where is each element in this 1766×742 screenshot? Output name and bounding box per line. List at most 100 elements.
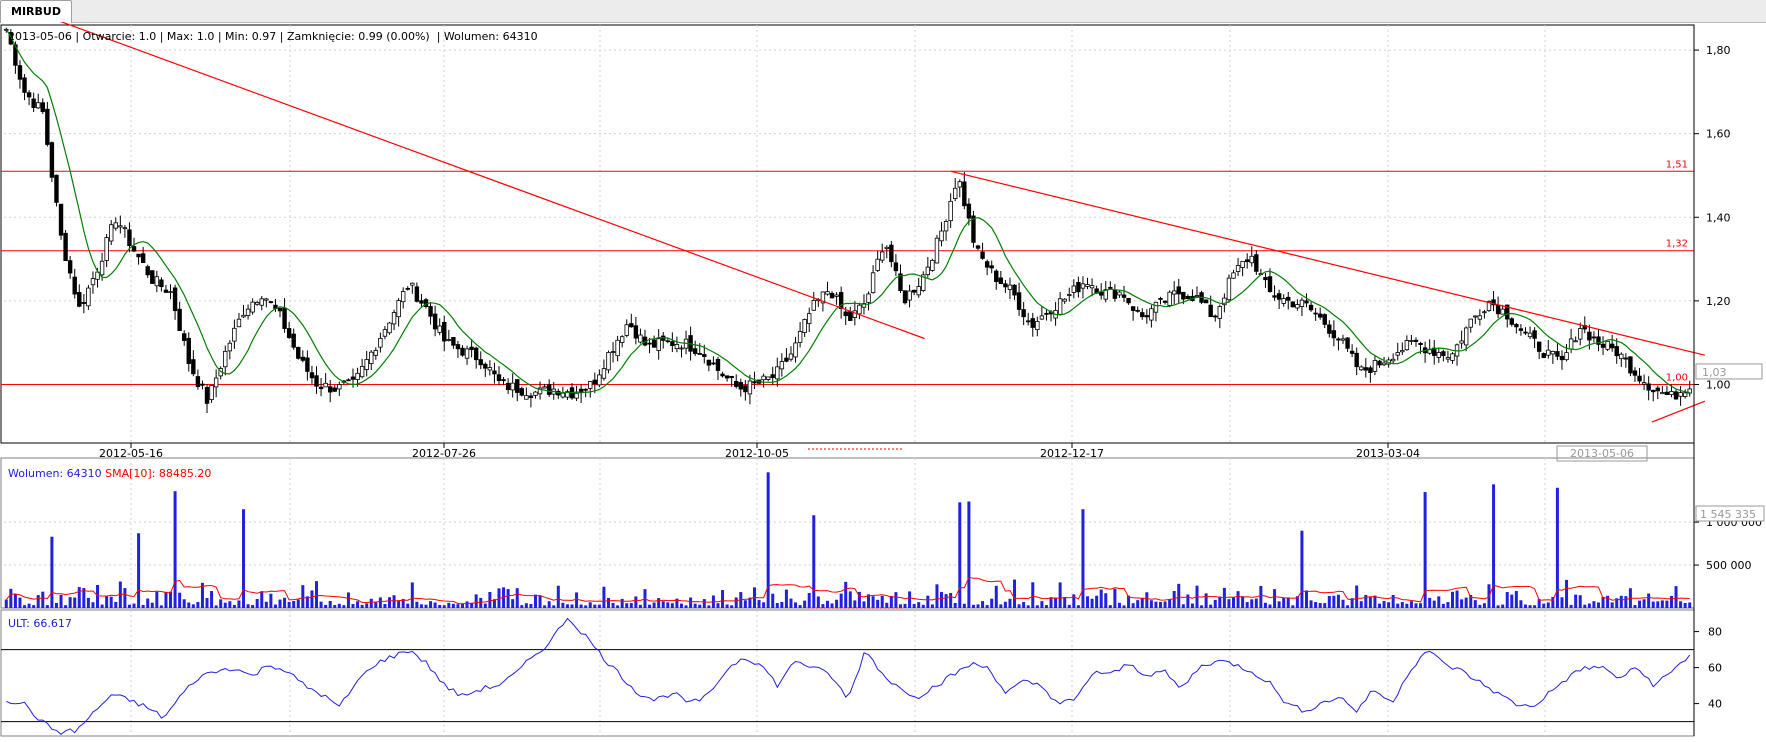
volume-bar: [552, 605, 556, 608]
chart-svg[interactable]: 1,511,321,00 1,801,601,401,201,001 000 0…: [0, 16, 1766, 738]
candle-down: [314, 375, 319, 387]
price-tick-label: 1,20: [1706, 295, 1731, 308]
volume-bar: [141, 604, 145, 608]
candle-down: [1016, 292, 1022, 310]
volume-bar: [114, 601, 118, 608]
candle-up: [1546, 349, 1551, 356]
candle-down: [1655, 387, 1660, 392]
candle-down: [515, 379, 520, 393]
candle-up: [1089, 285, 1095, 289]
candle-down: [1587, 331, 1592, 341]
candle-up: [99, 260, 105, 276]
volume-bar: [1204, 593, 1208, 608]
candle-up: [1477, 315, 1483, 320]
candle-down: [1673, 391, 1679, 400]
volume-bar: [940, 591, 944, 608]
volume-bar: [305, 596, 309, 608]
volume-bar: [150, 602, 154, 608]
volume-bar: [1058, 582, 1062, 608]
volume-bar: [784, 589, 788, 608]
candle-up: [1404, 340, 1410, 351]
volume-bar: [830, 603, 834, 608]
candle-down: [1021, 309, 1026, 318]
candle-up: [1578, 328, 1583, 340]
candle-up: [109, 224, 114, 242]
volume-bar: [990, 598, 994, 608]
info-date: 2013-05-06: [8, 30, 72, 43]
volume-bar: [406, 603, 410, 608]
candle-up: [1500, 308, 1505, 315]
candle-down: [592, 379, 597, 384]
candle-up: [565, 391, 570, 398]
volume-bar: [616, 605, 620, 608]
candle-down: [31, 98, 36, 108]
volume-bar: [392, 595, 396, 608]
volume-bar: [1505, 592, 1509, 608]
candle-down: [182, 333, 187, 341]
candle-up: [86, 287, 91, 307]
candle-up: [1682, 392, 1688, 397]
volume-bar: [1336, 594, 1340, 608]
candle-down: [1272, 295, 1277, 298]
tab-mirbud[interactable]: MIRBUD: [0, 0, 72, 23]
volume-bar: [196, 602, 200, 608]
volume-bar: [451, 603, 455, 608]
volume-bar: [424, 604, 428, 608]
volume-bar: [456, 604, 460, 608]
volume-bar: [1013, 579, 1017, 608]
volume-bar: [223, 602, 227, 608]
volume-bar: [45, 605, 49, 608]
candle-up: [1080, 283, 1086, 289]
volume-bar: [1049, 597, 1053, 608]
date-tick-label: 2012-12-17: [1040, 447, 1104, 460]
candle-down: [980, 251, 985, 259]
volume-bar: [1610, 602, 1614, 608]
volume-bar: [803, 600, 807, 608]
volume-bar: [721, 590, 725, 608]
candle-down: [300, 356, 306, 361]
volume-bar: [880, 595, 884, 608]
candle-down: [1591, 336, 1597, 339]
volume-bar: [1419, 603, 1423, 608]
candle-up: [916, 286, 921, 296]
volume-bar: [862, 601, 866, 608]
candle-down: [1044, 312, 1049, 315]
volume-bar: [73, 597, 77, 608]
candle-down: [647, 342, 652, 345]
candle-up: [610, 351, 616, 353]
volume-bar: [1464, 597, 1468, 608]
volume-bar: [702, 599, 706, 608]
volume-bar: [191, 604, 195, 608]
candle-down: [989, 265, 994, 269]
volume-bar: [757, 600, 761, 608]
candle-down: [77, 291, 82, 307]
volume-bar: [438, 604, 442, 608]
candle-down: [911, 289, 917, 293]
volume-bar: [1277, 601, 1281, 608]
volume-bar: [734, 597, 738, 608]
volume-bar: [169, 591, 173, 608]
volume-bar: [1008, 598, 1012, 608]
candle-up: [537, 387, 543, 395]
trendline: [950, 170, 1705, 356]
volume-bar: [1149, 600, 1153, 608]
candle-up: [1427, 349, 1432, 354]
candle-down: [1418, 343, 1423, 345]
volume-bar: [1596, 602, 1600, 608]
candle-up: [154, 276, 160, 287]
volume-bar: [1665, 600, 1669, 608]
volume-bar: [1373, 595, 1377, 608]
candle-up: [788, 353, 794, 360]
candle-down: [1637, 375, 1642, 382]
volume-bar: [388, 597, 392, 608]
volume-bar: [497, 588, 501, 608]
candles: [4, 27, 1692, 413]
volume-legend-label: Wolumen: 64310: [8, 467, 102, 480]
candle-down: [998, 277, 1004, 285]
chart-area[interactable]: 1,51 1,32 1,00 1,80 1,60 1,40 1,20 1,00 1 000 0…: [0, 16, 1766, 742]
volume-bar: [1537, 599, 1541, 608]
candle-up: [624, 324, 629, 336]
volume-bar: [1327, 595, 1331, 608]
candle-down: [150, 270, 155, 284]
candle-up: [1103, 289, 1108, 300]
